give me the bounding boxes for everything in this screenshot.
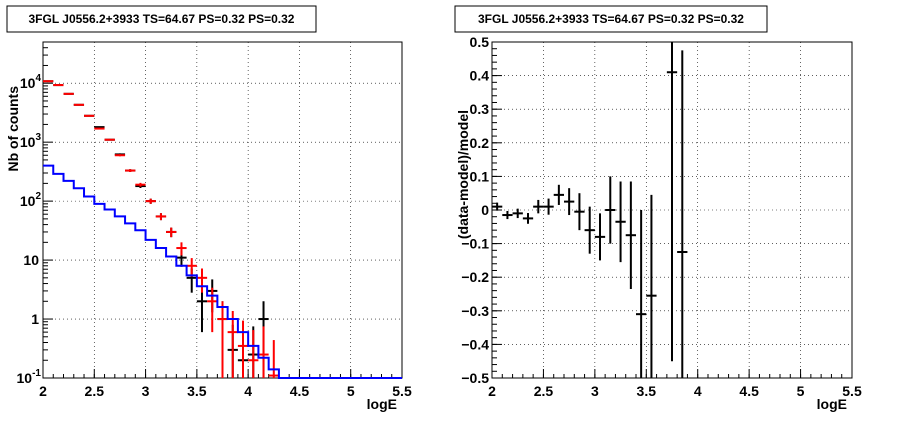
series-1 bbox=[492, 42, 688, 378]
y-tick-label: −0.2 bbox=[461, 269, 489, 285]
y-tick-label: 0 bbox=[481, 202, 489, 218]
x-tick-label: 5.5 bbox=[842, 383, 862, 399]
x-axis-label: logE bbox=[367, 396, 397, 412]
data-point bbox=[564, 188, 575, 216]
data-point bbox=[636, 210, 647, 378]
x-tick-label: 4.5 bbox=[739, 383, 759, 399]
y-tick-label: 0.3 bbox=[470, 101, 490, 117]
y-tick-label: 0.1 bbox=[470, 168, 490, 184]
data-point bbox=[186, 258, 197, 277]
y-tick-label: 10-1 bbox=[17, 368, 42, 386]
data-point bbox=[207, 287, 218, 333]
data-point bbox=[248, 330, 259, 378]
data-point bbox=[53, 84, 64, 87]
data-point bbox=[594, 213, 606, 261]
data-point bbox=[217, 301, 228, 378]
data-point bbox=[605, 176, 616, 244]
y-axis-label: Nb of counts bbox=[5, 86, 21, 172]
data-point bbox=[502, 211, 513, 220]
y-tick-label: 0.4 bbox=[470, 68, 490, 84]
x-tick-label: 2 bbox=[39, 383, 47, 399]
x-tick-label: 3.5 bbox=[187, 383, 207, 399]
y-tick-label: −0.5 bbox=[461, 370, 489, 386]
data-point bbox=[176, 242, 187, 256]
data-point bbox=[125, 169, 136, 172]
y-tick-label: −0.1 bbox=[461, 236, 489, 252]
y-tick-label: 103 bbox=[20, 132, 42, 150]
data-point bbox=[196, 268, 208, 293]
data-point bbox=[73, 103, 85, 106]
data-point bbox=[155, 213, 167, 221]
data-point bbox=[196, 287, 208, 333]
y-axis-label: (data-model)/model bbox=[455, 110, 471, 239]
x-tick-label: 4.5 bbox=[290, 383, 310, 399]
data-point bbox=[258, 326, 269, 378]
data-point bbox=[646, 194, 657, 378]
data-point bbox=[677, 50, 688, 378]
series-1 bbox=[43, 80, 269, 378]
chart-panel-2: 2 2.5 3 3.5 4 4.5 5 5.5 −0.5 −0.4 −0.3 −0.2 −0.1 0 0.1… bbox=[454, 5, 862, 412]
data-point bbox=[625, 181, 636, 289]
y-tick-label: 1 bbox=[31, 311, 39, 327]
y-tick-label: 102 bbox=[20, 191, 42, 209]
chart-title: 3FGL J0556.2+3933 TS=64.67 PS=0.32 PS=0.… bbox=[29, 12, 295, 26]
data-point bbox=[135, 182, 146, 187]
series-2 bbox=[43, 80, 279, 378]
x-tick-label: 5 bbox=[797, 383, 805, 399]
y-tick-label: −0.4 bbox=[461, 336, 489, 352]
data-point bbox=[227, 310, 238, 378]
x-tick-label: 4 bbox=[694, 383, 702, 399]
series-3 bbox=[43, 164, 402, 379]
y-tick-label: 0.2 bbox=[470, 135, 490, 151]
x-tick-label: 3 bbox=[142, 383, 150, 399]
x-axis-label: logE bbox=[817, 396, 847, 412]
y-tick-label: 10 bbox=[23, 252, 39, 268]
data-point bbox=[166, 227, 177, 238]
data-point bbox=[268, 340, 279, 378]
x-tick-label: 4 bbox=[244, 383, 252, 399]
data-point bbox=[512, 208, 523, 219]
data-point bbox=[145, 198, 156, 204]
x-tick-label: 2.5 bbox=[85, 383, 105, 399]
data-point bbox=[522, 213, 534, 224]
data-point bbox=[553, 184, 564, 205]
y-tick-label: 0.5 bbox=[470, 34, 490, 50]
data-point bbox=[543, 198, 554, 215]
data-point bbox=[104, 138, 115, 141]
data-point bbox=[237, 320, 249, 378]
x-tick-label: 5.5 bbox=[392, 383, 412, 399]
data-point bbox=[84, 114, 95, 117]
title-box bbox=[454, 5, 768, 33]
data-point bbox=[615, 181, 626, 263]
data-point bbox=[492, 202, 503, 211]
model-step-line bbox=[43, 164, 402, 379]
data-point bbox=[584, 206, 595, 254]
chart-title: 3FGL J0556.2+3933 TS=64.67 PS=0.32 PS=0.… bbox=[478, 12, 744, 26]
x-tick-label: 2.5 bbox=[534, 383, 554, 399]
data-point bbox=[574, 193, 585, 231]
chart-panel-1: 2 2.5 3 3.5 4 4.5 5 5.5 10-1 1 10 102 103 104 logE Nb o… bbox=[5, 5, 412, 412]
y-tick-label: 104 bbox=[20, 73, 42, 91]
y-tick-label: −0.3 bbox=[461, 303, 489, 319]
title-box bbox=[6, 5, 317, 33]
x-tick-label: 5 bbox=[347, 383, 355, 399]
x-tick-label: 2 bbox=[488, 383, 496, 399]
x-tick-label: 3 bbox=[591, 383, 599, 399]
data-point bbox=[94, 126, 105, 129]
data-point bbox=[533, 199, 544, 214]
data-point bbox=[114, 154, 126, 157]
data-point bbox=[94, 127, 105, 130]
data-point bbox=[63, 92, 74, 95]
data-point bbox=[666, 42, 678, 362]
x-tick-label: 3.5 bbox=[637, 383, 657, 399]
